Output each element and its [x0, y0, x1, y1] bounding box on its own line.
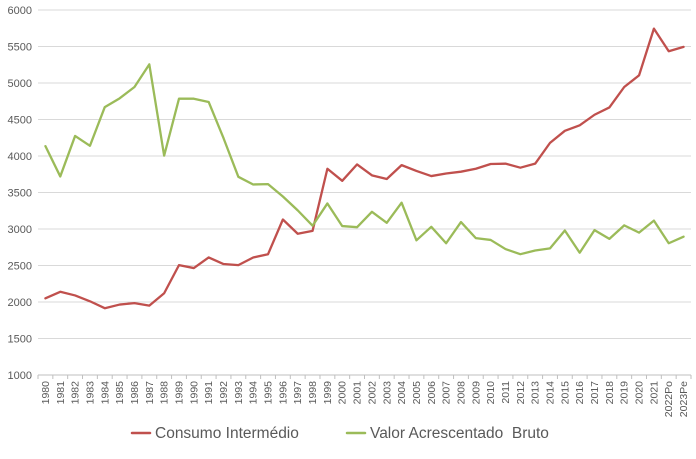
gridlines [38, 9, 691, 339]
y-tick-label-3500: 3500 [8, 188, 32, 200]
x-tick-label-1999: 1999 [322, 381, 334, 405]
x-tick-label-2001: 2001 [352, 381, 364, 405]
y-axis-tick-labels: 1000 1500 2000 2500 3000 3500 4000 4500 5000 5500… [8, 5, 32, 382]
x-tick-label-1980: 1980 [40, 381, 52, 405]
y-tick-label-5000: 5000 [8, 78, 32, 90]
x-tick-label-2008: 2008 [455, 381, 467, 405]
x-tick-label-2019: 2019 [619, 381, 631, 405]
x-tick-label-2014: 2014 [545, 381, 557, 405]
y-tick-label-2500: 2500 [8, 261, 32, 273]
x-tick-label-2022Po: 2022Po [663, 381, 675, 417]
x-tick-label-1984: 1984 [99, 381, 111, 405]
x-tick-label-2010: 2010 [485, 381, 497, 405]
legend-item-consumo-intermedio: Consumo Intermédio [130, 425, 299, 442]
x-tick-label-1997: 1997 [292, 381, 304, 405]
x-tick-label-2017: 2017 [589, 381, 601, 405]
x-tick-label-2023Pe: 2023Pe [678, 381, 690, 417]
x-tick-label-2007: 2007 [441, 381, 453, 405]
x-tick-label-1983: 1983 [84, 381, 96, 405]
x-tick-label-1993: 1993 [233, 381, 245, 405]
y-tick-label-6000: 6000 [8, 5, 32, 17]
x-tick-label-1985: 1985 [114, 381, 126, 405]
x-tick-label-1989: 1989 [173, 381, 185, 405]
y-tick-label-2000: 2000 [8, 297, 32, 309]
x-tick-label-2018: 2018 [604, 381, 616, 405]
y-tick-label-4000: 4000 [8, 151, 32, 163]
series-line-valor-acrescentado-bruto [44, 63, 685, 256]
legend-label-consumo-intermedio: Consumo Intermédio [155, 425, 299, 442]
x-tick-label-1990: 1990 [188, 381, 200, 405]
x-tick-label-2012: 2012 [515, 381, 527, 405]
x-tick-label-1998: 1998 [307, 381, 319, 405]
legend: Consumo Intermédio Valor Acrescentado Bru… [130, 425, 549, 442]
x-axis [37, 374, 692, 379]
x-tick-label-2020: 2020 [634, 381, 646, 405]
x-tick-label-2005: 2005 [411, 381, 423, 405]
x-tick-label-1988: 1988 [159, 381, 171, 405]
series-line-consumo-intermedio [44, 27, 685, 310]
x-tick-label-2004: 2004 [396, 381, 408, 405]
x-tick-label-2000: 2000 [337, 381, 349, 405]
legend-label-valor-acrescentado-bruto: Valor Acrescentado Bruto [370, 425, 549, 442]
x-tick-label-1996: 1996 [277, 381, 289, 405]
y-tick-label-1500: 1500 [8, 334, 32, 346]
x-tick-label-2002: 2002 [366, 381, 378, 405]
x-tick-label-1992: 1992 [218, 381, 230, 405]
x-tick-label-1987: 1987 [144, 381, 156, 405]
x-tick-label-1986: 1986 [129, 381, 141, 405]
x-tick-label-2015: 2015 [559, 381, 571, 405]
x-tick-label-1994: 1994 [248, 381, 260, 405]
y-tick-label-5500: 5500 [8, 42, 32, 54]
y-tick-label-3000: 3000 [8, 224, 32, 236]
x-tick-label-1991: 1991 [203, 381, 215, 405]
x-tick-label-2013: 2013 [530, 381, 542, 405]
y-tick-label-4500: 4500 [8, 115, 32, 127]
x-tick-label-2003: 2003 [381, 381, 393, 405]
x-tick-label-2006: 2006 [426, 381, 438, 405]
x-tick-label-1982: 1982 [70, 381, 82, 405]
x-tick-label-2016: 2016 [574, 381, 586, 405]
x-axis-tick-labels: 1980 1981 1982 1983 1984 1985 1986 1987 1988 1989… [40, 381, 690, 417]
x-tick-label-1995: 1995 [263, 381, 275, 405]
series-lines [44, 27, 685, 310]
x-tick-label-2011: 2011 [500, 381, 512, 404]
y-tick-label-1000: 1000 [8, 370, 32, 382]
legend-item-valor-acrescentado-bruto: Valor Acrescentado Bruto [345, 425, 549, 442]
x-tick-label-2009: 2009 [470, 381, 482, 405]
x-tick-label-2021: 2021 [648, 381, 660, 405]
x-tick-label-1981: 1981 [55, 381, 67, 405]
